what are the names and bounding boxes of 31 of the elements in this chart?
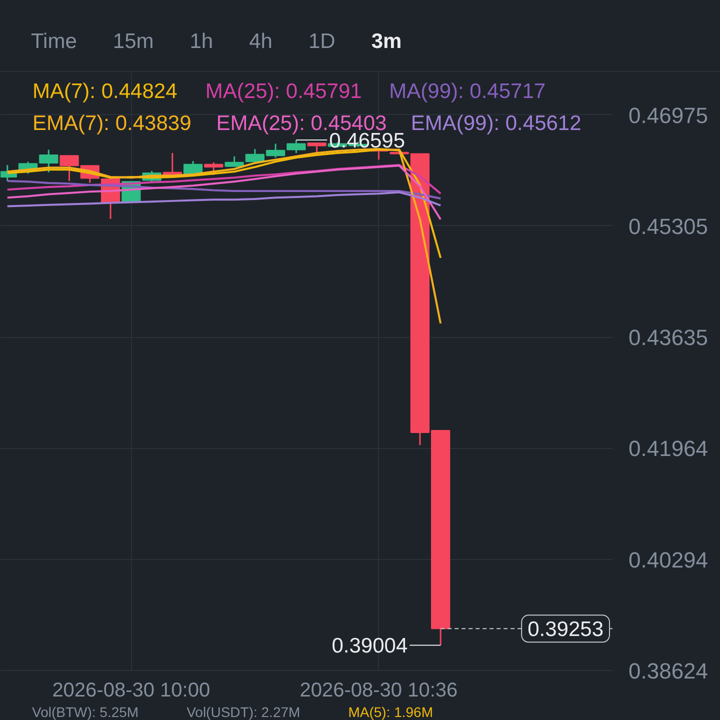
y-tick-label: 0.45305 — [628, 214, 708, 239]
candlestick — [39, 148, 58, 174]
text: EMA(99): 0.45612 — [410, 112, 582, 135]
text: Time — [31, 29, 77, 55]
text: 1D — [308, 29, 336, 55]
text: 1h — [190, 29, 214, 55]
y-tick-label: 0.41964 — [628, 436, 708, 462]
x-tick-label: 2026-08-30 10:00 — [52, 680, 210, 702]
series-label: EMA(7): 0.43839 — [32, 112, 192, 135]
candlestick — [307, 142, 326, 154]
line-series — [6, 164, 442, 220]
annotation: 0.46595 — [329, 130, 406, 153]
y-tick-label: 0.43635 — [628, 325, 708, 350]
text: MA(25): 0.45791 — [205, 80, 362, 103]
candlestick — [224, 156, 244, 168]
text: MA(5): 1.96M — [348, 704, 433, 720]
ref-line-label: 0.39253 — [528, 618, 604, 642]
y-tick-label: 0.46975 — [628, 102, 708, 128]
text: 15m — [112, 29, 154, 55]
text: 4h — [249, 29, 272, 55]
text: MA(99): 0.45717 — [389, 80, 546, 103]
text: Vol(USDT): 2.27M — [186, 704, 300, 720]
y-tick-label: 0.38624 — [628, 658, 708, 684]
candlestick — [286, 139, 306, 154]
candlestick — [204, 162, 224, 176]
text: MA(7): 0.44824 — [32, 80, 178, 103]
x-tick-label: 2026-08-30 10:36 — [300, 680, 458, 702]
annotation: 0.39004 — [332, 634, 408, 658]
y-tick-label: 0.40294 — [628, 547, 708, 572]
text: 3m — [371, 29, 402, 55]
text: Vol(BTW): 5.25M — [32, 704, 139, 720]
